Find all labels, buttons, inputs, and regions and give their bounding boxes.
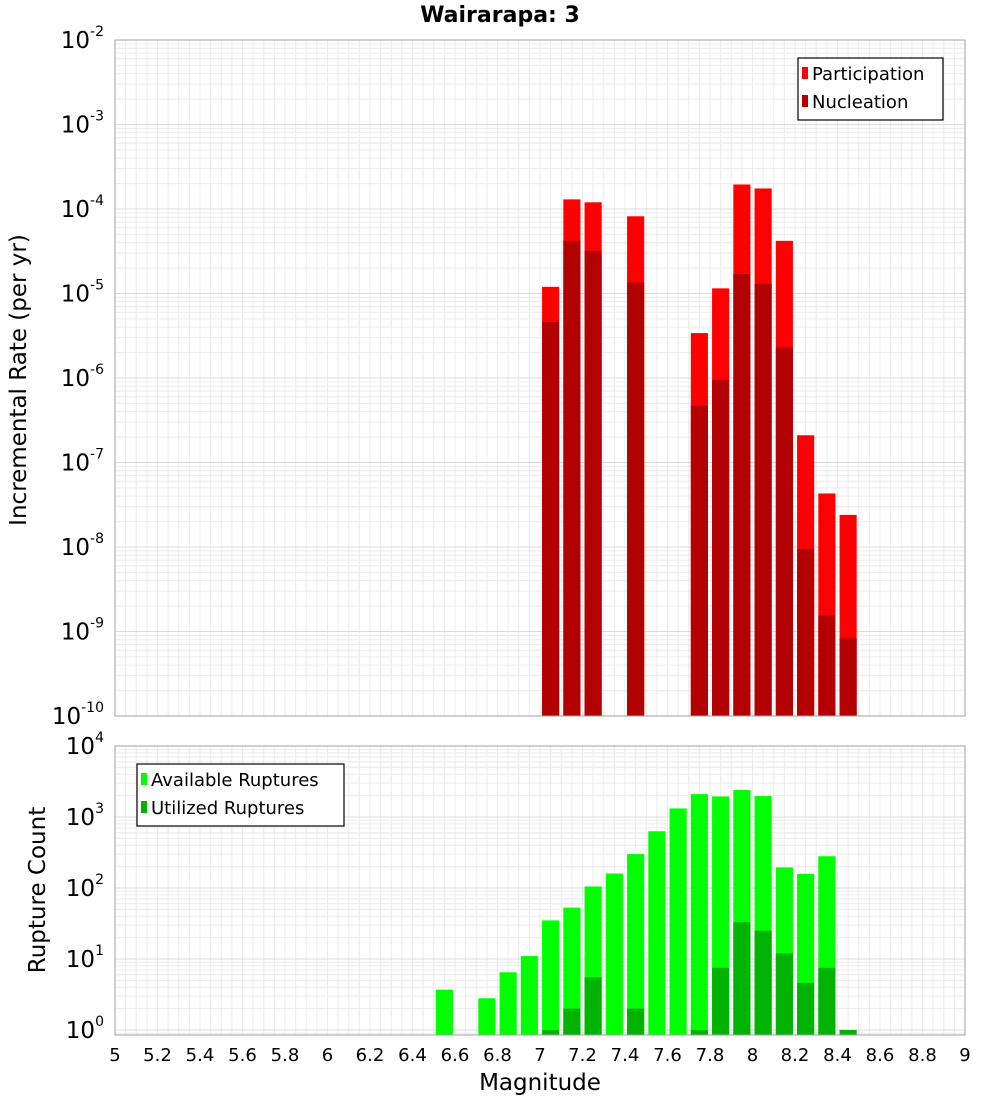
bottom-series-2 [542, 922, 857, 1035]
x-tick-label: 6.8 [483, 1045, 512, 1066]
bottom-bar-2-9 [775, 953, 793, 1035]
x-tick-label: 7.2 [568, 1045, 597, 1066]
top-bar-2-8 [754, 283, 772, 716]
bottom-bar-1-12 [690, 794, 708, 1035]
x-tick-label: 6.2 [356, 1045, 385, 1066]
chart-title: Wairarapa: 3 [420, 3, 580, 28]
top-bar-2-5 [690, 405, 708, 716]
x-tick-label: 5.2 [143, 1045, 172, 1066]
x-tick-label: 8.2 [781, 1045, 810, 1066]
bottom-bar-1-1 [435, 989, 453, 1035]
top-bar-2-7 [733, 274, 751, 716]
x-tick-label: 5.8 [271, 1045, 300, 1066]
bottom-bar-1-9 [627, 854, 645, 1035]
top-y-tick-label: 10-4 [61, 193, 104, 223]
bottom-bar-2-4 [627, 1008, 645, 1035]
top-y-tick-label: 10-6 [61, 362, 104, 392]
bottom-bar-2-11 [818, 967, 836, 1035]
top-bar-2-1 [542, 321, 560, 716]
bottom-y-axis-label: Rupture Count [25, 807, 51, 973]
bottom-bar-1-3 [499, 972, 517, 1035]
top-frame [114, 39, 966, 717]
top-y-ticks: 10-10 10-9 10-8 10-7 10-6 10-5 10-4 10-3 10-2 [52, 24, 104, 730]
bottom-panel: 100 101 102 103 104 5 5.2 5.4 5.6 5.8 6 6.2 6.4 6.6 6.… [66, 730, 971, 1066]
top-legend-box [797, 57, 944, 121]
x-tick-label: 8.8 [908, 1045, 937, 1066]
top-y-tick-label: 10-3 [61, 109, 104, 139]
x-tick-label: 7.8 [696, 1045, 725, 1066]
bottom-bar-1-10 [648, 831, 666, 1035]
top-legend-label-2: Nucleation [812, 92, 908, 113]
bottom-legend-swatch-2 [141, 801, 147, 813]
top-bar-2-9 [775, 347, 793, 716]
x-tick-label: 7.4 [611, 1045, 640, 1066]
top-y-tick-label: 10-9 [61, 616, 104, 646]
x-axis-label: Magnitude [479, 1070, 601, 1096]
bottom-bar-1-5 [542, 920, 560, 1035]
bottom-bar-1-2 [478, 998, 496, 1035]
x-tick-label: 8.6 [866, 1045, 895, 1066]
top-legend: Participation Nucleation [797, 57, 944, 121]
bottom-bar-1-11 [669, 808, 687, 1035]
bottom-frame [114, 745, 966, 1036]
bottom-bar-2-12 [839, 1029, 857, 1035]
top-bar-2-6 [712, 379, 730, 716]
bottom-bar-2-10 [797, 982, 815, 1035]
bottom-y-tick-label: 103 [66, 801, 104, 831]
x-tick-label: 5.6 [228, 1045, 257, 1066]
top-y-tick-label: 10-8 [61, 531, 104, 561]
top-y-tick-label: 10-7 [61, 447, 104, 477]
top-legend-swatch-2 [802, 95, 808, 107]
bottom-y-ticks: 100 101 102 103 104 [66, 730, 104, 1044]
bottom-legend: Available Ruptures Utilized Ruptures [136, 763, 345, 827]
top-y-tick-label: 10-10 [52, 700, 104, 730]
bottom-bar-2-6 [712, 967, 730, 1035]
bottom-legend-label-2: Utilized Ruptures [151, 798, 304, 819]
top-series-2 [542, 240, 857, 716]
x-tick-label: 7 [534, 1045, 545, 1066]
bottom-y-tick-label: 101 [66, 943, 104, 973]
x-tick-label: 6.6 [441, 1045, 470, 1066]
top-bar-2-3 [584, 250, 602, 716]
top-bar-2-4 [627, 282, 645, 716]
x-tick-label: 9 [959, 1045, 970, 1066]
bottom-bar-2-7 [733, 922, 751, 1035]
bottom-legend-swatch-1 [141, 773, 147, 785]
bottom-y-tick-label: 104 [66, 730, 104, 760]
x-tick-label: 5.4 [186, 1045, 215, 1066]
bottom-bar-1-6 [563, 907, 581, 1035]
top-legend-swatch-1 [802, 67, 808, 79]
x-tick-label: 5 [109, 1045, 120, 1066]
bottom-bar-2-2 [563, 1008, 581, 1035]
bottom-x-ticks: 5 5.2 5.4 5.6 5.8 6 6.2 6.4 6.6 6.8 7 7.2 7.4 7.6 7.8 8… [109, 1045, 970, 1066]
x-tick-label: 8 [747, 1045, 758, 1066]
top-bar-2-12 [839, 638, 857, 716]
bottom-bar-1-4 [520, 956, 538, 1035]
bottom-bar-1-8 [605, 873, 623, 1035]
top-panel: 10-10 10-9 10-8 10-7 10-6 10-5 10-4 10-3 10-2 Par… [52, 24, 966, 730]
bottom-legend-label-1: Available Ruptures [151, 770, 319, 791]
x-tick-label: 8.4 [823, 1045, 852, 1066]
bottom-bar-2-8 [754, 930, 772, 1035]
top-bar-2-2 [563, 240, 581, 716]
bottom-y-tick-label: 102 [66, 872, 104, 902]
top-bar-2-10 [797, 548, 815, 716]
bottom-legend-box [136, 763, 345, 827]
top-y-axis-label: Incremental Rate (per yr) [6, 234, 32, 526]
x-tick-label: 6.4 [398, 1045, 427, 1066]
bottom-bar-2-3 [584, 977, 602, 1035]
bottom-bar-2-5 [690, 1029, 708, 1035]
x-tick-label: 7.6 [653, 1045, 682, 1066]
top-y-tick-label: 10-5 [61, 278, 104, 308]
top-legend-label-1: Participation [812, 64, 924, 85]
x-tick-label: 6 [322, 1045, 333, 1066]
top-bar-2-11 [818, 615, 836, 716]
top-y-tick-label: 10-2 [61, 24, 104, 54]
top-grid [114, 39, 966, 717]
bottom-bar-2-1 [542, 1029, 560, 1035]
bottom-y-tick-label: 100 [66, 1014, 104, 1044]
